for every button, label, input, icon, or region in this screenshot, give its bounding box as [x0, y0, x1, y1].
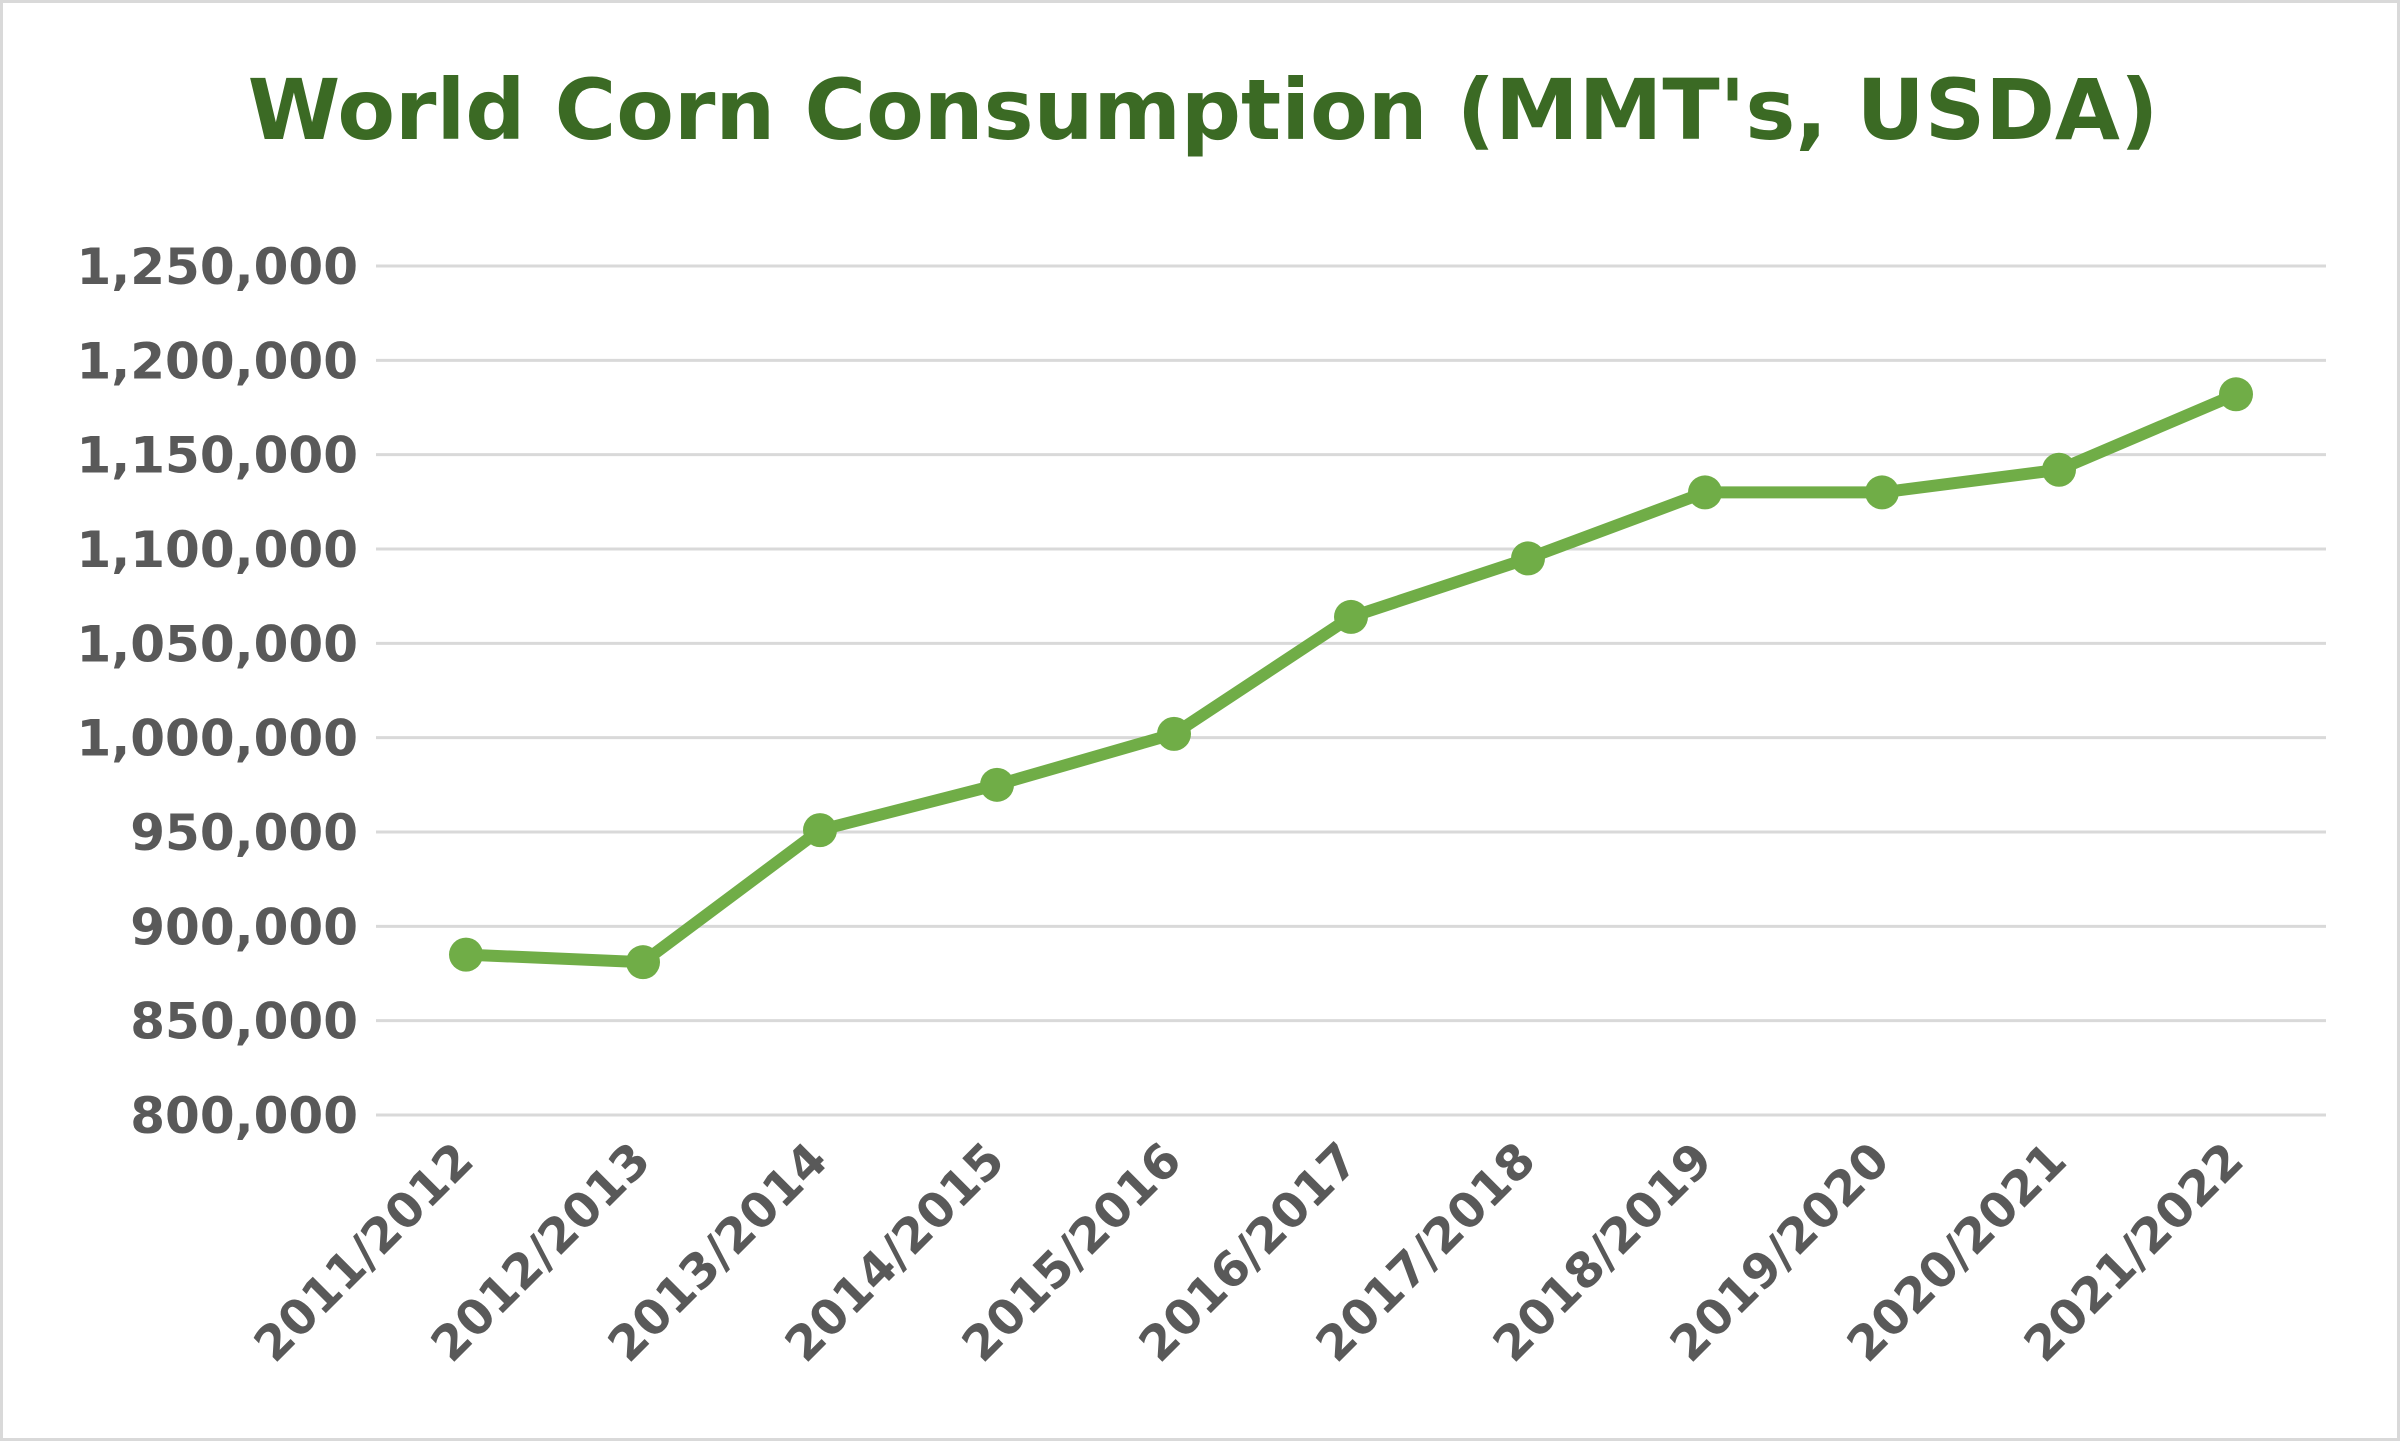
y-tick-label: 850,000 [130, 993, 358, 1051]
y-tick-label: 900,000 [130, 898, 358, 956]
y-tick-label: 1,150,000 [76, 427, 358, 485]
data-point [980, 767, 1014, 802]
y-tick-label: 800,000 [130, 1087, 358, 1145]
data-point [449, 937, 483, 972]
data-point [1688, 475, 1722, 510]
y-tick-label: 950,000 [130, 804, 358, 862]
data-point [2219, 377, 2253, 412]
y-tick-label: 1,200,000 [76, 332, 358, 390]
data-point [626, 945, 660, 980]
y-tick-label: 1,000,000 [76, 710, 358, 768]
data-point [1157, 716, 1191, 751]
y-tick-label: 1,100,000 [76, 521, 358, 579]
line-chart: 800,000 850,000 900,000 950,000 1,000,000 1,0… [76, 238, 2326, 1373]
y-tick-label: 1,250,000 [76, 238, 358, 296]
chart-title: World Corn Consumption (MMT's, USDA) [247, 61, 2159, 159]
data-point [803, 813, 837, 848]
series-line [460, 388, 2242, 969]
data-point [1511, 541, 1545, 576]
y-tick-label: 1,050,000 [76, 615, 358, 673]
data-point [1865, 475, 1899, 510]
data-point [1334, 599, 1368, 634]
data-point [2042, 452, 2076, 487]
